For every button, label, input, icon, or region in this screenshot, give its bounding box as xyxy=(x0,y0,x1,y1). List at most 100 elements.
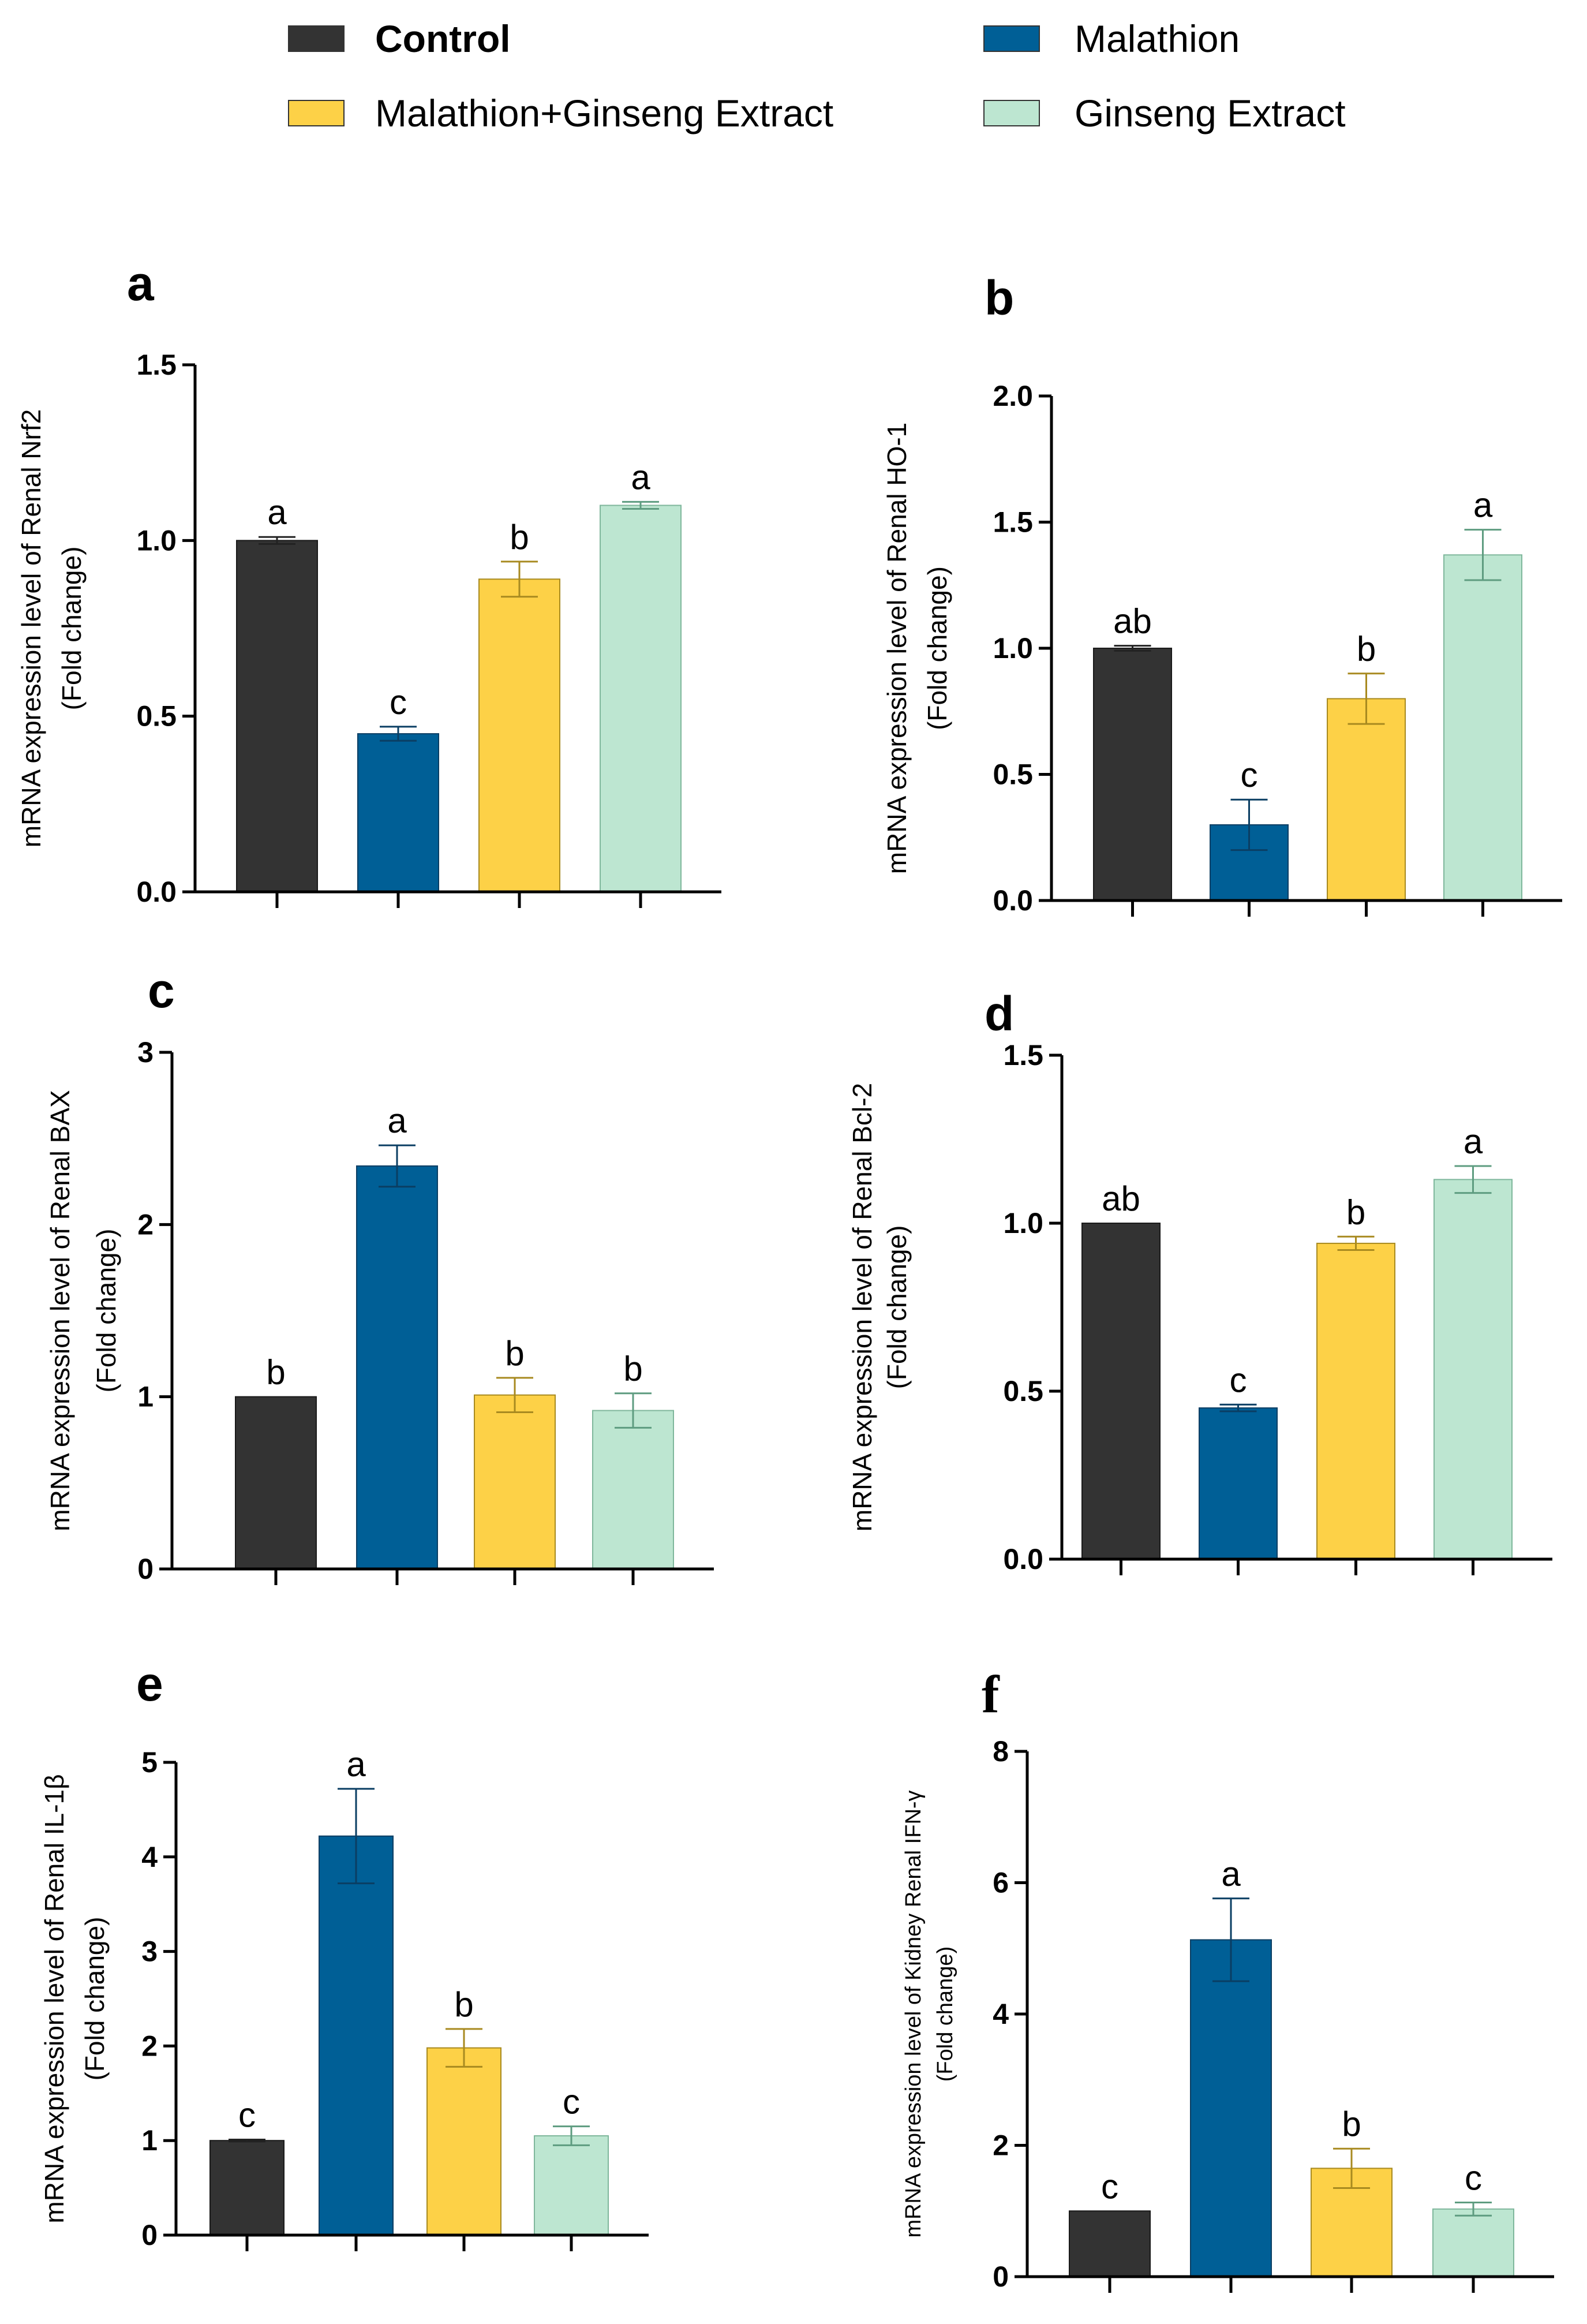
y-axis-title-d: mRNA expression level of Renal Bcl-2 xyxy=(847,1083,877,1531)
panel-label-c: c xyxy=(148,963,175,1018)
y-tick-label-b-2: 1.0 xyxy=(993,632,1033,664)
y-tick-label-a-3: 1.5 xyxy=(136,349,177,381)
y-tick-label-a-1: 0.5 xyxy=(136,700,177,733)
y-tick-label-e-4: 4 xyxy=(141,1841,158,1873)
sig-letter-d-3: a xyxy=(1464,1122,1483,1161)
error-bar-b-1 xyxy=(1230,798,1268,851)
y-axis-subtitle-c: (Fold change) xyxy=(91,1229,121,1393)
error-bar-d-1 xyxy=(1219,1403,1257,1413)
sig-letter-a-1: c xyxy=(390,683,407,722)
sig-letter-d-1: c xyxy=(1230,1361,1247,1399)
error-bar-c-3 xyxy=(615,1392,652,1429)
y-axis-subtitle-a: (Fold change) xyxy=(57,547,87,711)
y-tick-label-b-1: 0.5 xyxy=(993,759,1033,791)
error-bar-b-3 xyxy=(1464,529,1502,581)
legend-item-malathion-ginseng: Malathion+Ginseng Extract xyxy=(288,92,833,134)
bar-d-2 xyxy=(1316,1242,1395,1560)
chart-e-renal-il1b: c a b c 0 1 2 3 4 5 mRNA expression level of Renal… xyxy=(39,1745,649,2251)
bar-e-0 xyxy=(209,2140,285,2236)
y-tick-label-f-2: 4 xyxy=(993,1998,1009,2030)
y-tick-label-f-1: 2 xyxy=(993,2129,1009,2162)
legend-item-control: Control xyxy=(288,17,511,60)
error-bar-a-3 xyxy=(622,500,659,510)
legend: Control Malathion Malathion+Ginseng Extr… xyxy=(288,17,1346,134)
error-bar-f-3 xyxy=(1455,2201,1492,2217)
legend-swatch-ginseng xyxy=(983,100,1040,126)
error-bar-a-0 xyxy=(259,536,295,545)
panel-label-d: d xyxy=(985,987,1014,1041)
y-axis-title-a: mRNA expression level of Renal Nrf2 xyxy=(16,409,46,847)
error-bar-b-0 xyxy=(1114,645,1151,652)
bar-d-0 xyxy=(1081,1223,1161,1560)
y-axis-subtitle-b: (Fold change) xyxy=(922,566,952,730)
y-tick-label-e-1: 1 xyxy=(141,2124,158,2157)
bar-c-0 xyxy=(235,1396,317,1570)
y-tick-label-a-0: 0.0 xyxy=(136,876,177,908)
y-tick-label-e-2: 2 xyxy=(141,2030,158,2062)
error-bar-c-2 xyxy=(496,1377,533,1414)
y-axis-title-c: mRNA expression level of Renal BAX xyxy=(45,1090,75,1531)
y-axis-title-e: mRNA expression level of Renal IL-1β xyxy=(39,1774,69,2223)
sig-letter-c-3: b xyxy=(623,1350,642,1388)
sig-letter-a-0: a xyxy=(267,493,287,532)
y-axis-subtitle-e: (Fold change) xyxy=(80,1917,110,2081)
y-tick-label-f-3: 6 xyxy=(993,1867,1009,1899)
bar-f-0 xyxy=(1069,2210,1151,2277)
y-axis-subtitle-f: (Fold change) xyxy=(933,1946,957,2082)
bar-c-2 xyxy=(474,1394,556,1570)
chart-c-renal-bax: b a b b 0 1 2 3 mRNA expression level of Renal B… xyxy=(45,1036,714,1585)
sig-letter-e-1: a xyxy=(346,1745,366,1784)
bar-d-1 xyxy=(1199,1407,1278,1560)
error-bar-e-1 xyxy=(338,1788,375,1885)
legend-swatch-malathion xyxy=(983,25,1040,52)
bar-c-3 xyxy=(592,1410,674,1570)
legend-item-malathion: Malathion xyxy=(983,17,1240,60)
chart-f-renal-ifng: c a b c 0 2 4 6 8 mRNA expression level of Kidney… xyxy=(901,1735,1554,2293)
y-axis-title-b: mRNA expression level of Renal HO-1 xyxy=(882,423,912,874)
sig-letter-f-2: b xyxy=(1342,2105,1361,2143)
panel-label-a: a xyxy=(127,256,155,311)
sig-letter-b-3: a xyxy=(1473,486,1493,525)
error-bar-b-2 xyxy=(1348,672,1385,725)
y-tick-label-b-0: 0.0 xyxy=(993,884,1033,917)
error-bar-f-2 xyxy=(1333,2147,1370,2189)
y-tick-label-e-3: 3 xyxy=(141,1936,158,1968)
y-tick-label-c-2: 2 xyxy=(137,1208,154,1241)
bar-b-2 xyxy=(1327,698,1406,902)
error-bar-a-2 xyxy=(501,561,538,598)
bar-a-2 xyxy=(478,578,560,892)
sig-letter-c-2: b xyxy=(505,1334,524,1373)
bar-b-3 xyxy=(1443,554,1522,901)
y-tick-label-c-3: 3 xyxy=(137,1036,154,1068)
bar-e-2 xyxy=(426,2047,501,2236)
sig-letter-b-2: b xyxy=(1357,630,1376,668)
error-bar-d-2 xyxy=(1337,1235,1375,1251)
sig-letter-f-0: c xyxy=(1101,2167,1118,2206)
y-tick-label-b-3: 1.5 xyxy=(993,506,1033,539)
y-tick-label-d-1: 0.5 xyxy=(1003,1375,1043,1407)
legend-label-malathion: Malathion xyxy=(1075,17,1240,60)
sig-letter-c-1: a xyxy=(387,1101,407,1140)
legend-swatch-malathion-ginseng xyxy=(288,100,345,126)
panel-label-b: b xyxy=(985,271,1014,325)
sig-letter-b-0: ab xyxy=(1113,602,1152,641)
sig-letter-a-3: a xyxy=(631,458,650,496)
y-axis-title-f: mRNA expression level of Kidney Renal IF… xyxy=(901,1790,926,2237)
error-bar-c-1 xyxy=(379,1144,416,1188)
sig-letter-f-3: c xyxy=(1465,2158,1482,2197)
bar-a-3 xyxy=(600,505,682,892)
sig-letter-f-1: a xyxy=(1221,1855,1241,1893)
sig-letter-a-2: b xyxy=(510,518,529,556)
legend-label-ginseng: Ginseng Extract xyxy=(1075,92,1346,134)
bar-f-1 xyxy=(1190,1939,1272,2277)
chart-a-renal-nrf2: a c b a 0.0 0.5 1.0 1.5 mRNA expression level of… xyxy=(16,349,721,908)
chart-b-renal-ho1: ab c b a 0.0 0.5 1.0 1.5 2.0 mRNA expression leve… xyxy=(882,380,1562,917)
bar-f-3 xyxy=(1432,2208,1514,2277)
bar-e-3 xyxy=(534,2135,609,2236)
bar-c-1 xyxy=(356,1165,438,1570)
legend-item-ginseng: Ginseng Extract xyxy=(983,92,1346,134)
legend-label-malathion-ginseng: Malathion+Ginseng Extract xyxy=(375,92,833,134)
y-axis-subtitle-d: (Fold change) xyxy=(882,1225,912,1389)
y-tick-label-c-0: 0 xyxy=(137,1553,154,1585)
